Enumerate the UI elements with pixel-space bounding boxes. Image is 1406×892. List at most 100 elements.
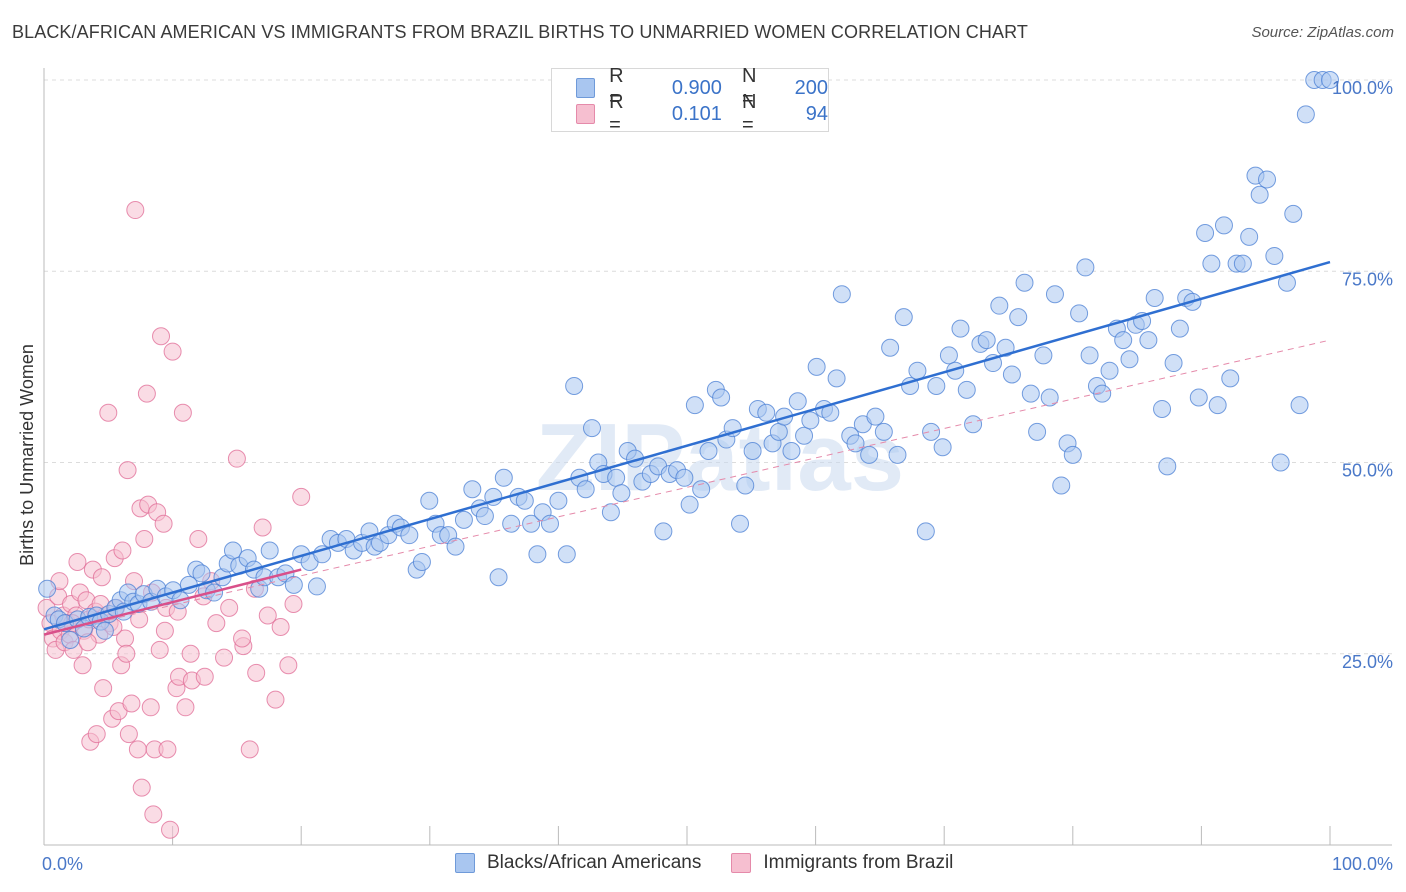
point-brazil [99, 403, 118, 422]
point-blacks [874, 422, 893, 441]
point-brazil [271, 617, 290, 636]
legend-row-blacks: R = 0.900 N = 200 [576, 65, 828, 110]
point-blacks [846, 434, 865, 453]
point-blacks [601, 503, 620, 522]
point-blacks [807, 357, 826, 376]
point-brazil [92, 568, 111, 587]
point-blacks [1284, 204, 1303, 223]
point-brazil [258, 606, 277, 625]
point-blacks [881, 338, 900, 357]
point-blacks [1202, 254, 1221, 273]
point-blacks [957, 380, 976, 399]
point-brazil [181, 644, 200, 663]
point-brazil [117, 644, 136, 663]
point-blacks [922, 422, 941, 441]
point-brazil [87, 725, 106, 744]
point-blacks [692, 480, 711, 499]
legend-r-value: 0.101 [671, 102, 722, 125]
point-blacks [612, 484, 631, 503]
point-blacks [712, 388, 731, 407]
point-brazil [141, 698, 160, 717]
y-tick-label: 25.0% [1342, 652, 1393, 672]
point-blacks [795, 426, 814, 445]
point-blacks [990, 296, 1009, 315]
point-blacks [1040, 388, 1059, 407]
point-blacks [866, 407, 885, 426]
series-legend-blacks: Blacks/African Americans [455, 852, 701, 874]
series-label-brazil: Immigrants from Brazil [763, 852, 954, 873]
point-blacks [1120, 350, 1139, 369]
point-blacks [1063, 445, 1082, 464]
point-blacks [1233, 254, 1252, 273]
point-blacks [1034, 346, 1053, 365]
point-brazil [150, 640, 169, 659]
series-legend-brazil: Immigrants from Brazil [731, 852, 953, 874]
legend-row-brazil: R = 0.101 N = 94 [576, 91, 828, 136]
y-tick-label: 50.0% [1342, 461, 1393, 481]
point-blacks [908, 361, 927, 380]
point-blacks [463, 480, 482, 499]
point-brazil [161, 820, 180, 839]
point-blacks [400, 526, 419, 545]
legend-swatch-blacks [576, 78, 596, 98]
point-blacks [1265, 246, 1284, 265]
point-brazil [122, 694, 141, 713]
point-blacks [607, 468, 626, 487]
point-blacks [1158, 457, 1177, 476]
point-brazil [176, 698, 195, 717]
y-tick-label: 100.0% [1332, 78, 1393, 98]
point-brazil [113, 541, 132, 560]
point-blacks [680, 495, 699, 514]
point-blacks [475, 507, 494, 526]
point-blacks [951, 319, 970, 338]
point-blacks [757, 403, 776, 422]
point-brazil [154, 514, 173, 533]
point-blacks [454, 510, 473, 529]
legend-n-value: 200 [794, 76, 828, 99]
x-tick-label: 100.0% [1332, 854, 1393, 874]
point-blacks [654, 522, 673, 541]
point-brazil [137, 384, 156, 403]
point-blacks [1145, 289, 1164, 308]
point-blacks [933, 438, 952, 457]
point-blacks [827, 369, 846, 388]
point-blacks [1221, 369, 1240, 388]
point-blacks [582, 419, 601, 438]
point-blacks [977, 331, 996, 350]
point-blacks [1093, 384, 1112, 403]
series-label-blacks: Blacks/African Americans [487, 852, 702, 873]
point-blacks [1002, 365, 1021, 384]
point-blacks [38, 579, 57, 598]
point-blacks [502, 514, 521, 533]
point-blacks [1070, 304, 1089, 323]
series-swatch-blacks [455, 853, 475, 873]
point-blacks [801, 411, 820, 430]
point-blacks [565, 377, 584, 395]
point-blacks [1196, 224, 1215, 242]
point-blacks [557, 545, 576, 564]
tick-labels: 25.0% 50.0% 75.0% 100.0% 0.0% 100.0% [42, 78, 1393, 874]
point-blacks [541, 514, 560, 533]
point-brazil [292, 487, 311, 506]
point-blacks [788, 392, 807, 411]
point-blacks [1114, 331, 1133, 350]
point-brazil [195, 667, 214, 686]
legend-n-label: N = [741, 91, 757, 136]
series-legend: Blacks/African Americans Immigrants from… [455, 852, 983, 874]
point-brazil [126, 201, 145, 220]
trend-line-brazil [43, 568, 302, 636]
point-blacks [1100, 361, 1119, 380]
point-blacks [260, 541, 279, 560]
point-brazil [119, 725, 138, 744]
point-blacks [769, 422, 788, 441]
point-blacks [1076, 258, 1095, 277]
point-blacks [223, 541, 242, 560]
point-blacks [1321, 71, 1339, 89]
point-blacks [1052, 476, 1071, 495]
point-brazil [247, 663, 266, 682]
trend-lines [43, 260, 1331, 636]
point-blacks [894, 308, 913, 327]
point-blacks [576, 480, 595, 499]
point-blacks [1045, 285, 1064, 304]
point-blacks [192, 564, 211, 583]
